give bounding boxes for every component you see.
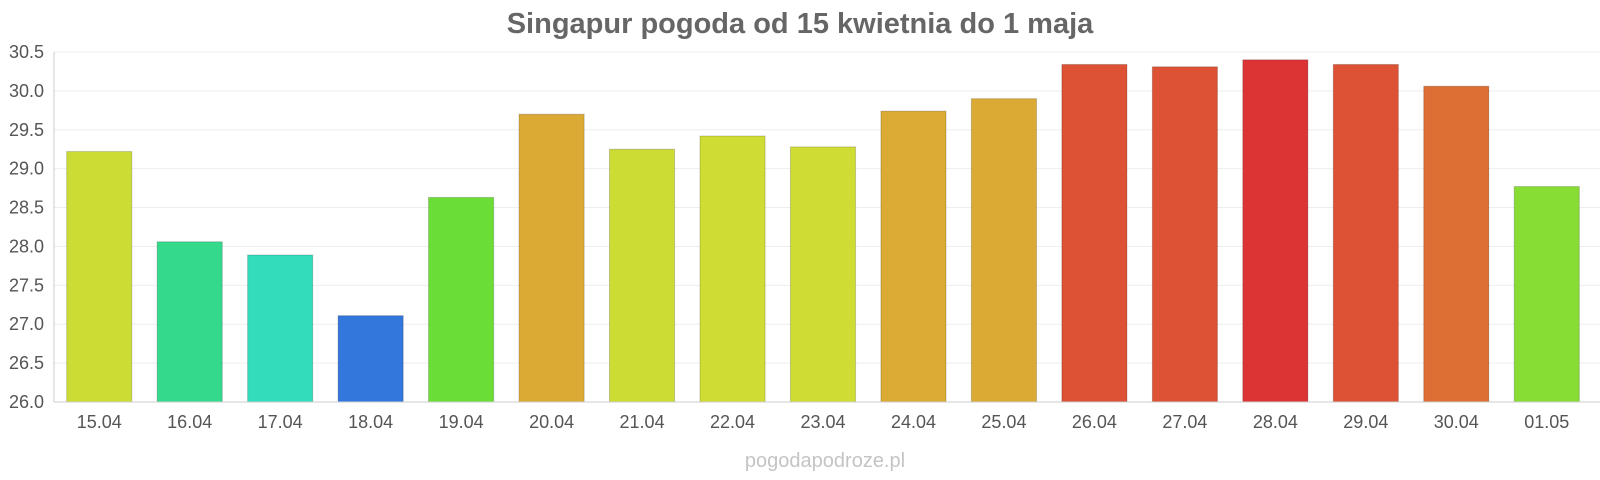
watermark: pogodapodroze.pl (745, 450, 905, 472)
y-tick-label: 26.0 (9, 392, 44, 412)
x-tick-label: 16.04 (167, 412, 212, 432)
bar-27.04[interactable] (1151, 66, 1218, 403)
bar-19.04[interactable] (428, 196, 495, 403)
bar-28.04[interactable] (1242, 59, 1309, 403)
y-tick-label: 30.0 (9, 81, 44, 101)
bar-16.04[interactable] (156, 241, 223, 403)
bars (66, 59, 1580, 403)
x-tick-label: 28.04 (1253, 412, 1298, 432)
x-tick-label: 29.04 (1343, 412, 1388, 432)
chart-title: Singapur pogoda od 15 kwietnia do 1 maja (507, 8, 1094, 40)
y-tick-label: 27.0 (9, 314, 44, 334)
x-tick-label: 25.04 (981, 412, 1026, 432)
x-tick-label: 01.05 (1524, 412, 1569, 432)
bar-20.04[interactable] (518, 113, 585, 403)
y-tick-label: 30.5 (9, 42, 44, 62)
bar-24.04[interactable] (880, 110, 947, 403)
bar-23.04[interactable] (789, 146, 857, 403)
bar-26.04[interactable] (1061, 63, 1128, 403)
x-tick-label: 15.04 (77, 412, 122, 432)
x-tick-label: 17.04 (258, 412, 303, 432)
x-tick-label: 30.04 (1434, 412, 1479, 432)
x-tick-label: 22.04 (710, 412, 755, 432)
bar-17.04[interactable] (247, 254, 314, 403)
y-tick-label: 27.5 (9, 275, 44, 295)
bar-01.05[interactable] (1513, 186, 1580, 403)
x-tick-label: 27.04 (1162, 412, 1207, 432)
x-tick-label: 24.04 (891, 412, 936, 432)
y-tick-label: 28.0 (9, 236, 44, 256)
bar-22.04[interactable] (699, 135, 766, 403)
bar-15.04[interactable] (66, 151, 133, 403)
x-tick-label: 19.04 (439, 412, 484, 432)
x-tick-label: 23.04 (800, 412, 845, 432)
y-axis-ticks: 26.0 26.5 27.0 27.5 28.0 28.5 29.0 29.5 30.0 30.5 (9, 42, 44, 412)
y-tick-label: 26.5 (9, 353, 44, 373)
y-tick-label: 28.5 (9, 198, 44, 218)
x-tick-label: 21.04 (620, 412, 665, 432)
y-tick-label: 29.5 (9, 120, 44, 140)
bar-30.04[interactable] (1423, 85, 1490, 403)
bar-25.04[interactable] (970, 98, 1038, 403)
y-tick-label: 29.0 (9, 159, 44, 179)
x-axis-ticks: 15.04 16.04 17.04 18.04 19.04 20.04 21.04 22.04… (77, 412, 1570, 432)
x-tick-label: 18.04 (348, 412, 393, 432)
x-tick-label: 20.04 (529, 412, 574, 432)
bar-18.04[interactable] (337, 315, 404, 403)
bar-21.04[interactable] (608, 148, 676, 403)
bar-29.04[interactable] (1332, 63, 1399, 403)
x-tick-label: 26.04 (1072, 412, 1117, 432)
